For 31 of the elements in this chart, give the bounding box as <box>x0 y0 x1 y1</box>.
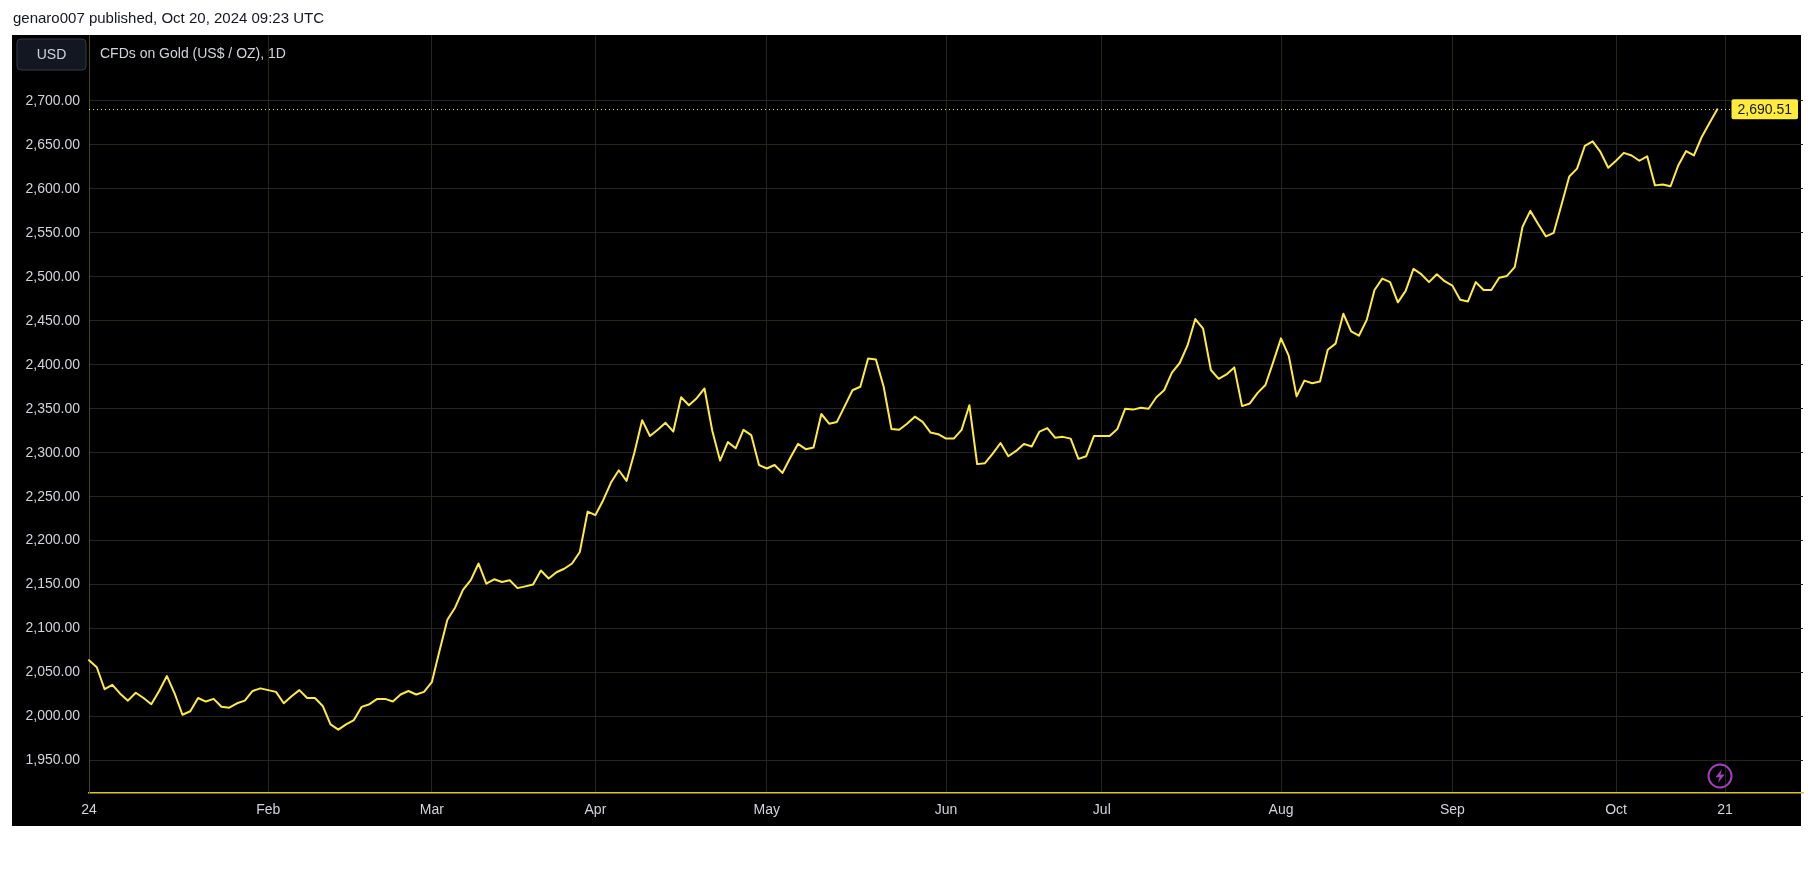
x-tick-label: Jun <box>934 801 958 818</box>
y-tick-label: 2,150.00 <box>25 575 81 592</box>
x-tick-label: May <box>753 801 781 818</box>
y-tick-label: 2,450.00 <box>25 311 81 328</box>
y-tick-label: 2,050.00 <box>25 663 81 680</box>
y-tick-label: 2,700.00 <box>25 91 81 108</box>
y-tick-label: 2,300.00 <box>25 443 81 460</box>
y-tick-label: 2,350.00 <box>25 399 81 416</box>
x-tick-label: Oct <box>1605 801 1628 818</box>
y-axis-title: USD <box>36 46 67 63</box>
y-tick-label: 2,650.00 <box>25 135 81 152</box>
y-tick-label: 2,250.00 <box>25 487 81 504</box>
text: CFDs on Gold (US$ / OZ), 1D <box>100 44 286 61</box>
text: genaro007 published, Oct 20, 2024 09:23 UTC <box>13 9 325 27</box>
ref-line-label: 2,690.51 <box>1737 101 1793 118</box>
x-tick-label: Jul <box>1092 801 1111 818</box>
x-tick-label: 24 <box>81 801 97 818</box>
y-tick-label: 1,950.00 <box>25 751 81 768</box>
y-tick-label: 2,100.00 <box>25 619 81 636</box>
x-tick-label: Feb <box>256 801 281 818</box>
y-tick-label: 2,600.00 <box>25 179 81 196</box>
x-tick-label: Apr <box>584 801 607 818</box>
x-tick-label: 21 <box>1717 801 1734 818</box>
y-tick-label: 2,000.00 <box>25 707 81 724</box>
x-tick-label: Sep <box>1439 801 1466 818</box>
y-tick-label: 2,500.00 <box>25 267 81 284</box>
y-tick-label: 2,400.00 <box>25 355 81 372</box>
x-tick-label: Aug <box>1268 801 1294 818</box>
y-tick-label: 2,550.00 <box>25 223 81 240</box>
x-tick-label: Mar <box>419 801 445 818</box>
y-tick-label: 2,200.00 <box>25 531 81 548</box>
